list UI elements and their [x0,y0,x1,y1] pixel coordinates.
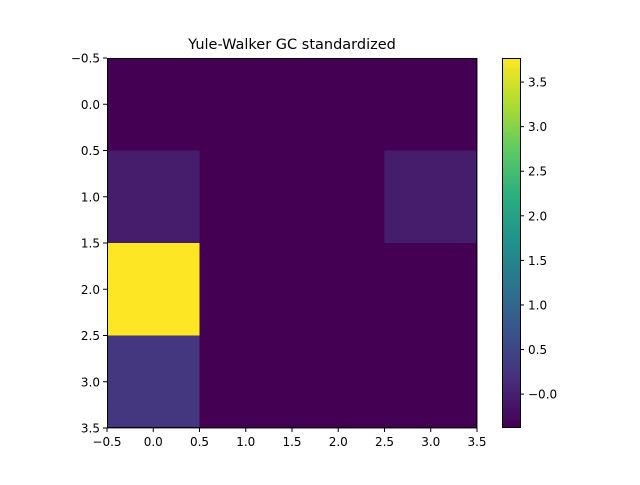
y-tick-label: 0.5 [81,144,100,158]
y-tick-label: −0.5 [71,52,100,66]
x-tick-label: −0.5 [92,435,121,449]
y-tick-label: 2.5 [81,329,100,343]
x-tick-label: 2.0 [329,435,348,449]
x-tick-label: 1.5 [282,435,301,449]
y-tick-label: 1.0 [81,190,100,204]
heatmap-cell [199,243,293,336]
heatmap-cell [384,335,478,429]
x-tick-label: 3.0 [421,435,440,449]
heatmap-cell [292,243,385,336]
heatmap-cell [384,58,478,151]
colorbar-tick-label: 2.5 [528,165,547,179]
y-tick-label: 1.5 [81,237,100,251]
colorbar-tick-label: 3.5 [528,76,547,90]
x-tick-label: 3.5 [467,435,486,449]
x-tick-label: 0.5 [190,435,209,449]
colorbar-tick-label: 3.0 [528,120,547,134]
heatmap-cell [292,58,385,151]
heatmap-cell [199,335,293,429]
x-tick-label: 0.0 [144,435,163,449]
heatmap-cell [384,243,478,336]
colorbar-frame [502,58,521,428]
y-axis: −0.5 0.0 0.5 1.0 1.5 2.0 2.5 3.0 3.5 [71,52,107,436]
heatmap-cell [199,58,293,151]
heatmap-cells [107,58,478,429]
y-tick-label: 3.0 [81,375,100,389]
colorbar-tick-label: 0.5 [528,343,547,357]
heatmap-cell [107,150,200,244]
y-tick-label: 2.0 [81,283,100,297]
heatmap-cell [107,335,200,429]
colorbar [502,58,520,427]
y-tick-label: 0.0 [81,98,100,112]
colorbar-axis: −0.0 0.5 1.0 1.5 2.0 2.5 3.0 3.5 [520,76,557,402]
colorbar-tick-label: −0.0 [528,388,557,402]
heatmap-cell [292,335,385,429]
heatmap-cell [107,243,200,336]
chart-title: Yule-Walker GC standardized [187,37,396,53]
x-tick-label: 1.0 [236,435,255,449]
heatmap-cell [199,150,293,244]
x-axis: −0.5 0.0 0.5 1.0 1.5 2.0 2.5 3.0 3.5 [92,428,487,449]
heatmap-cell [384,150,478,244]
y-tick-label: 3.5 [81,422,100,436]
heatmap-cell [107,58,200,151]
colorbar-tick-label: 1.0 [528,298,547,312]
colorbar-tick-label: 2.0 [528,209,547,223]
x-tick-label: 2.5 [375,435,394,449]
plot-frame [107,58,477,428]
heatmap-cell [292,150,385,244]
colorbar-tick-label: 1.5 [528,254,547,268]
